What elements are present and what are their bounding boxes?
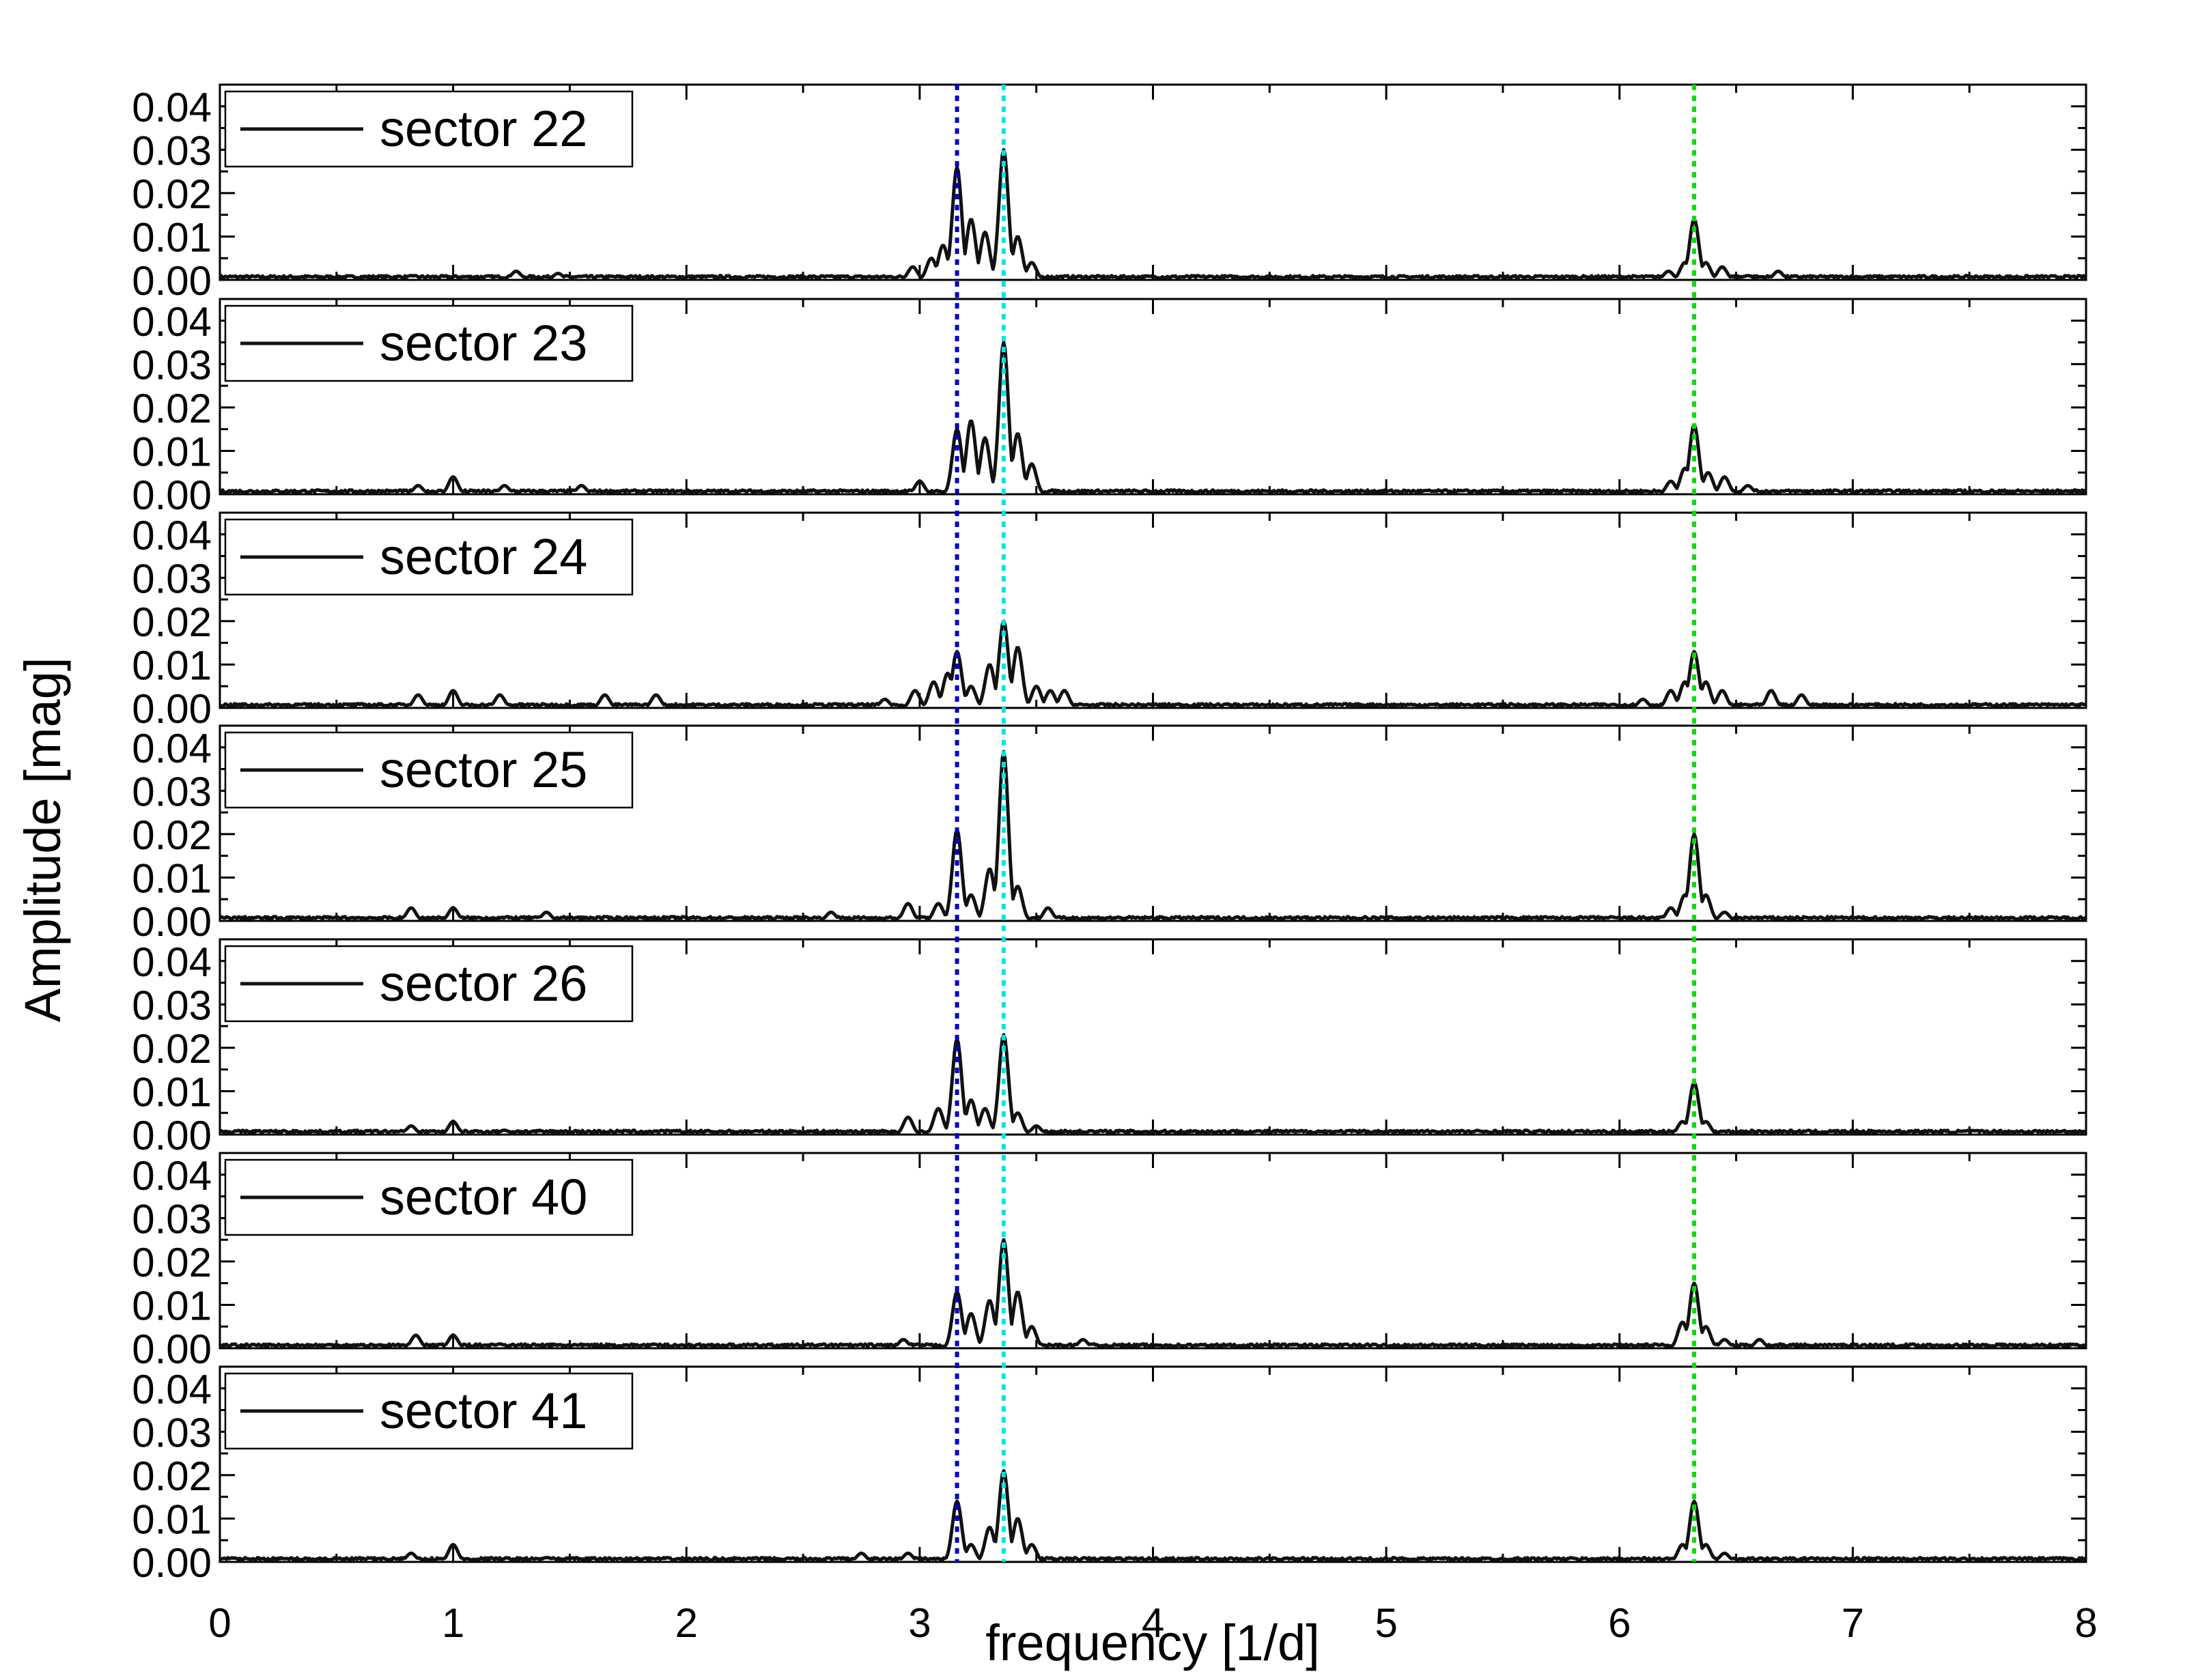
y-tick-label: 0.01 bbox=[132, 1496, 212, 1542]
legend: sector 22 bbox=[224, 90, 634, 168]
x-tick-label: 2 bbox=[675, 1600, 698, 1646]
legend-label: sector 41 bbox=[380, 1382, 587, 1439]
x-tick-label: 5 bbox=[1375, 1600, 1397, 1646]
spectrum-line bbox=[219, 1033, 2087, 1135]
y-tick-label: 0.02 bbox=[132, 171, 212, 217]
y-tick-label: 0.03 bbox=[132, 982, 212, 1028]
legend: sector 24 bbox=[224, 518, 634, 596]
panel-2: 0.000.010.020.030.04 sector 23 bbox=[132, 298, 2087, 518]
panel-5: 0.000.010.020.030.04 sector 26 bbox=[132, 938, 2087, 1158]
spectrum-line bbox=[219, 750, 2087, 921]
y-tick-label: 0.04 bbox=[132, 939, 212, 985]
panel-4: 0.000.010.020.030.04 sector 25 bbox=[132, 724, 2087, 945]
y-axis-label: Amplitude [mag] bbox=[14, 657, 71, 1023]
legend-label: sector 40 bbox=[380, 1169, 587, 1225]
y-tick-label: 0.00 bbox=[132, 686, 212, 732]
panels: 0.000.010.020.030.04 sector 220.000.010.0… bbox=[132, 83, 2087, 1586]
legend: sector 41 bbox=[224, 1372, 634, 1450]
y-tick-label: 0.02 bbox=[132, 1453, 212, 1499]
spectrum-line bbox=[218, 147, 2087, 280]
y-tick-label: 0.04 bbox=[132, 1153, 212, 1199]
y-tick-label: 0.03 bbox=[132, 1196, 212, 1242]
x-tick-label: 1 bbox=[442, 1600, 464, 1646]
y-tick-label: 0.04 bbox=[132, 299, 212, 345]
legend-label: sector 22 bbox=[380, 100, 587, 157]
y-tick-label: 0.01 bbox=[132, 642, 212, 688]
y-tick-label: 0.00 bbox=[132, 1326, 212, 1372]
y-tick-label: 0.00 bbox=[132, 472, 212, 518]
y-tick-label: 0.02 bbox=[132, 812, 212, 858]
legend-label: sector 24 bbox=[380, 528, 587, 585]
y-tick-label: 0.01 bbox=[132, 429, 212, 474]
y-tick-label: 0.00 bbox=[132, 899, 212, 945]
y-tick-label: 0.02 bbox=[132, 386, 212, 431]
legend-label: sector 23 bbox=[380, 315, 587, 371]
legend: sector 26 bbox=[224, 945, 634, 1023]
panel-1: 0.000.010.020.030.04 sector 22 bbox=[132, 83, 2087, 304]
y-tick-label: 0.02 bbox=[132, 599, 212, 645]
x-tick-label: 0 bbox=[208, 1600, 231, 1646]
y-tick-label: 0.03 bbox=[132, 769, 212, 814]
legend-label: sector 26 bbox=[380, 955, 587, 1012]
x-tick-label: 8 bbox=[2074, 1600, 2097, 1646]
y-tick-label: 0.03 bbox=[132, 128, 212, 173]
spectrum-line bbox=[219, 619, 2087, 708]
panel-3: 0.000.010.020.030.04 sector 24 bbox=[132, 511, 2087, 732]
y-tick-label: 0.03 bbox=[132, 1410, 212, 1455]
x-tick-label: 3 bbox=[908, 1600, 931, 1646]
legend-label: sector 25 bbox=[380, 741, 587, 798]
y-tick-label: 0.03 bbox=[132, 342, 212, 388]
x-tick-labels: 0 1 2 3 4 5 6 7 8 bbox=[208, 1600, 2097, 1646]
y-tick-label: 0.04 bbox=[132, 85, 212, 130]
y-tick-label: 0.01 bbox=[132, 855, 212, 901]
y-tick-label: 0.00 bbox=[132, 258, 212, 304]
x-tick-label: 4 bbox=[1142, 1600, 1164, 1646]
x-tick-label: 6 bbox=[1608, 1600, 1631, 1646]
y-tick-label: 0.04 bbox=[132, 726, 212, 771]
y-tick-label: 0.04 bbox=[132, 513, 212, 558]
panel-6: 0.000.010.020.030.04 sector 40 bbox=[132, 1152, 2087, 1372]
y-tick-label: 0.02 bbox=[132, 1026, 212, 1072]
legend: sector 40 bbox=[224, 1158, 634, 1236]
y-tick-label: 0.01 bbox=[132, 1283, 212, 1328]
spectrum-line bbox=[218, 1238, 2087, 1348]
legend: sector 25 bbox=[224, 731, 634, 809]
y-tick-label: 0.01 bbox=[132, 214, 212, 260]
spectrum-line bbox=[219, 341, 2087, 494]
y-tick-label: 0.00 bbox=[132, 1113, 212, 1158]
x-axis-label: frequency [1/d] bbox=[985, 1614, 1320, 1671]
spectrum-line bbox=[219, 1469, 2087, 1562]
y-tick-label: 0.02 bbox=[132, 1240, 212, 1285]
x-tick-label: 7 bbox=[1842, 1600, 1864, 1646]
y-tick-label: 0.03 bbox=[132, 556, 212, 601]
y-tick-label: 0.00 bbox=[132, 1540, 212, 1586]
y-tick-label: 0.01 bbox=[132, 1069, 212, 1115]
y-tick-label: 0.04 bbox=[132, 1367, 212, 1412]
panel-7: 0.000.010.020.030.04 sector 41 bbox=[132, 1365, 2087, 1586]
reference-lines bbox=[955, 85, 1697, 1562]
legend: sector 23 bbox=[224, 304, 634, 382]
